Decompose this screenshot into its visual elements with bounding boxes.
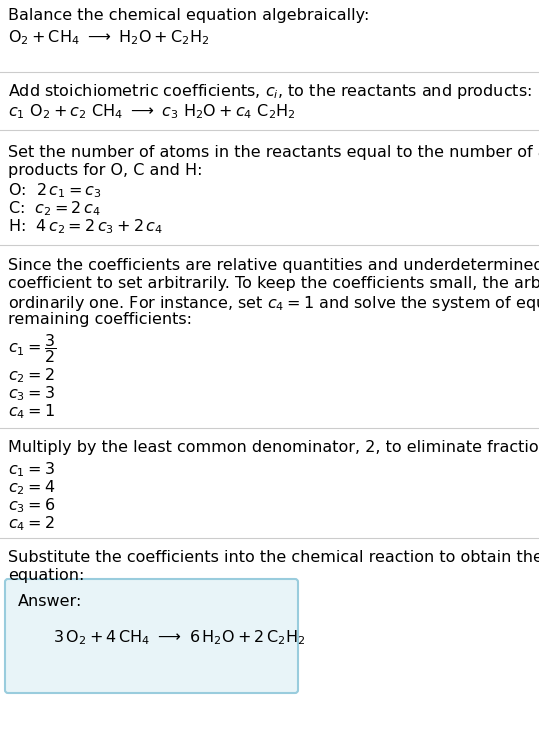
FancyBboxPatch shape	[5, 579, 298, 693]
Text: $c_4 = 2$: $c_4 = 2$	[8, 514, 54, 532]
Text: Set the number of atoms in the reactants equal to the number of atoms in the: Set the number of atoms in the reactants…	[8, 145, 539, 160]
Text: $c_4 = 1$: $c_4 = 1$	[8, 402, 55, 420]
Text: $c_1 = \dfrac{3}{2}$: $c_1 = \dfrac{3}{2}$	[8, 332, 56, 365]
Text: Answer:: Answer:	[18, 594, 82, 609]
Text: Since the coefficients are relative quantities and underdetermined, choose a: Since the coefficients are relative quan…	[8, 258, 539, 273]
Text: $3\,\mathrm{O_2} + 4\,\mathrm{CH_4} \ {\longrightarrow} \ 6\,\mathrm{H_2O} + 2\,: $3\,\mathrm{O_2} + 4\,\mathrm{CH_4} \ {\…	[53, 628, 306, 647]
Text: remaining coefficients:: remaining coefficients:	[8, 312, 192, 327]
Text: $c_1\ \mathrm{O_2} + c_2\ \mathrm{CH_4} \ {\longrightarrow} \ c_3\ \mathrm{H_2O}: $c_1\ \mathrm{O_2} + c_2\ \mathrm{CH_4} …	[8, 102, 296, 121]
Text: Add stoichiometric coefficients, $c_i$, to the reactants and products:: Add stoichiometric coefficients, $c_i$, …	[8, 82, 532, 101]
Text: Substitute the coefficients into the chemical reaction to obtain the balanced: Substitute the coefficients into the che…	[8, 550, 539, 565]
Text: $c_3 = 3$: $c_3 = 3$	[8, 384, 55, 403]
Text: O:  $2\,c_1 = c_3$: O: $2\,c_1 = c_3$	[8, 181, 102, 200]
Text: $c_3 = 6$: $c_3 = 6$	[8, 496, 55, 514]
Text: $\mathrm{O_2 + CH_4} \ {\longrightarrow} \ \mathrm{H_2O + C_2H_2}$: $\mathrm{O_2 + CH_4} \ {\longrightarrow}…	[8, 28, 210, 47]
Text: Balance the chemical equation algebraically:: Balance the chemical equation algebraica…	[8, 8, 369, 23]
Text: $c_2 = 4$: $c_2 = 4$	[8, 478, 55, 497]
Text: products for O, C and H:: products for O, C and H:	[8, 163, 203, 178]
Text: $c_1 = 3$: $c_1 = 3$	[8, 460, 55, 479]
Text: C:  $c_2 = 2\,c_4$: C: $c_2 = 2\,c_4$	[8, 199, 101, 217]
Text: H:  $4\,c_2 = 2\,c_3 + 2\,c_4$: H: $4\,c_2 = 2\,c_3 + 2\,c_4$	[8, 217, 163, 235]
Text: coefficient to set arbitrarily. To keep the coefficients small, the arbitrary va: coefficient to set arbitrarily. To keep …	[8, 276, 539, 291]
Text: Multiply by the least common denominator, 2, to eliminate fractional coefficient: Multiply by the least common denominator…	[8, 440, 539, 455]
Text: $c_2 = 2$: $c_2 = 2$	[8, 366, 54, 385]
Text: ordinarily one. For instance, set $c_4 = 1$ and solve the system of equations fo: ordinarily one. For instance, set $c_4 =…	[8, 294, 539, 313]
Text: equation:: equation:	[8, 568, 85, 583]
